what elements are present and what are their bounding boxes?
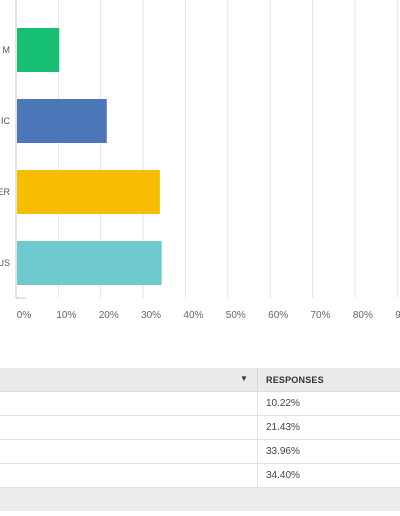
bar	[17, 170, 160, 214]
column-divider	[257, 416, 258, 439]
column-divider	[257, 392, 258, 415]
category-label: US	[0, 258, 10, 268]
column-divider	[257, 368, 258, 391]
x-tick-label: 0%	[17, 310, 32, 321]
x-tick-label: 70%	[311, 310, 331, 321]
column-divider	[257, 464, 258, 487]
bar	[17, 99, 107, 143]
x-tick-label: 40%	[183, 310, 203, 321]
response-percent: 33.96%	[266, 446, 300, 457]
category-label: ER	[0, 187, 10, 197]
x-tick-label: 30%	[141, 310, 161, 321]
column-divider	[257, 440, 258, 463]
response-percent: 10.22%	[266, 398, 300, 409]
responses-column-header[interactable]: RESPONSES	[266, 375, 324, 385]
x-tick-label: 60%	[268, 310, 288, 321]
table-header-row: ▼ RESPONSES	[0, 368, 400, 392]
x-tick-label: 50%	[226, 310, 246, 321]
bar	[17, 241, 162, 285]
table-row: 34.40%	[0, 464, 400, 488]
bar-chart: M IC ER US 0% 10% 20% 30% 40% 50% 60% 70% 80% 90%	[0, 0, 400, 321]
table-row: 21.43%	[0, 416, 400, 440]
category-label: IC	[1, 116, 11, 126]
bar	[17, 28, 60, 72]
category-label: M	[3, 45, 11, 55]
x-tick-label: 10%	[56, 310, 76, 321]
response-percent: 34.40%	[266, 470, 300, 481]
x-tick-label: 20%	[99, 310, 119, 321]
x-tick-label: 80%	[353, 310, 373, 321]
table-row: 33.96%	[0, 440, 400, 464]
x-tick-label: 90%	[395, 310, 400, 321]
response-percent: 21.43%	[266, 422, 300, 433]
responses-table: ▼ RESPONSES 10.22% 21.43% 33.96% 34.40%	[0, 368, 400, 511]
table-row: 10.22%	[0, 392, 400, 416]
table-footer-row	[0, 488, 400, 511]
sort-down-icon[interactable]: ▼	[240, 374, 248, 383]
